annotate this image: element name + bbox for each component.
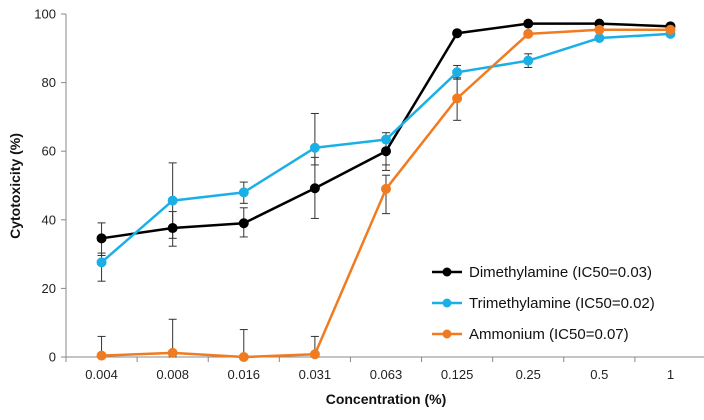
data-point-dimethylamine [452,28,463,39]
x-tick-label: 0.125 [441,367,474,382]
data-point-trimethylamine [238,187,249,198]
legend-swatch-marker-ammonium [442,329,452,339]
x-tick-label: 0.031 [299,367,332,382]
x-tick-label: 0.016 [228,367,261,382]
data-point-trimethylamine [96,257,107,268]
x-tick-label: 0.004 [85,367,118,382]
legend-label-trimethylamine: Trimethylamine (IC50=0.02) [469,295,655,312]
data-point-ammonium [238,352,249,362]
data-point-trimethylamine [309,142,320,153]
data-point-ammonium [309,349,320,360]
data-point-trimethylamine [523,55,534,66]
legend-label-ammonium: Ammonium (IC50=0.07) [469,326,629,343]
data-point-dimethylamine [381,146,391,157]
data-point-ammonium [594,24,605,35]
legend-swatch-marker-dimethylamine [442,267,452,277]
y-tick-label: 20 [42,281,56,296]
data-point-trimethylamine [167,195,178,206]
data-point-ammonium [523,28,534,39]
data-point-ammonium [452,93,463,104]
y-tick-label: 0 [49,350,56,365]
data-point-dimethylamine [167,223,178,234]
data-point-trimethylamine [381,134,391,145]
x-tick-label: 0.25 [516,367,541,382]
series-points-layer [96,18,676,362]
legend-swatch-marker-trimethylamine [442,298,452,308]
data-point-dimethylamine [96,233,107,244]
data-point-ammonium [167,347,178,358]
data-point-ammonium [381,183,391,194]
y-axis-title: Cytotoxicity (%) [7,133,23,239]
x-tick-label: 0.5 [590,367,608,382]
legend-label-dimethylamine: Dimethylamine (IC50=0.03) [469,264,652,281]
data-point-dimethylamine [309,183,320,194]
y-tick-label: 40 [42,212,56,227]
y-tick-label: 60 [42,144,56,159]
data-point-dimethylamine [523,18,534,29]
y-tick-label: 100 [34,7,56,22]
data-point-ammonium [96,350,107,361]
data-point-ammonium [665,24,676,35]
legend: Dimethylamine (IC50=0.03) Trimethylamine … [432,264,655,343]
x-axis-title: Concentration (%) [326,391,447,407]
data-point-dimethylamine [238,218,249,229]
data-point-trimethylamine [594,33,605,44]
x-tick-label: 0.008 [156,367,189,382]
x-tick-label: 0.063 [370,367,403,382]
y-tick-label: 80 [42,75,56,90]
data-point-trimethylamine [452,67,463,78]
axes-layer: 0 20 40 60 80 100 0.004 0.008 0.016 0.031 0.063 0.1… [34,7,704,382]
x-tick-label: 1 [667,367,674,382]
